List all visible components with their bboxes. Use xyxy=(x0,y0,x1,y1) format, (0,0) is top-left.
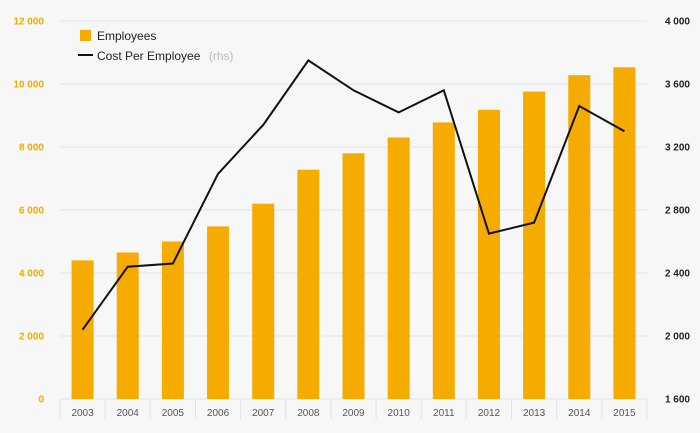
employees-bar xyxy=(387,137,410,400)
x-tick-label: 2008 xyxy=(297,408,320,419)
legend: Employees Cost Per Employee (rhs) xyxy=(78,29,234,64)
y-right-tick-label: 4 000 xyxy=(665,17,690,28)
employees-bar xyxy=(432,122,455,400)
y-left-tick-label: 4 000 xyxy=(19,269,44,280)
x-tick-label: 2011 xyxy=(433,408,455,419)
x-tick-label: 2006 xyxy=(207,408,230,419)
employees-bar xyxy=(116,252,139,399)
legend-cost-label-suffix: (rhs) xyxy=(209,49,234,63)
x-tick-label: 2014 xyxy=(568,408,591,419)
x-tick-label: 2005 xyxy=(162,408,185,419)
y-left-tick-label: 12 000 xyxy=(13,17,44,28)
x-tick-label: 2007 xyxy=(252,408,275,419)
axes: 0 2 000 4 000 6 000 8 000 10 000 12 000 1 600 2 … xyxy=(13,17,690,419)
legend-employees-swatch xyxy=(80,30,91,41)
y-left-tick-label: 0 xyxy=(38,395,44,406)
employees-bar xyxy=(568,75,591,400)
y-left-tick-label: 6 000 xyxy=(19,206,44,217)
legend-cost-label: Cost Per Employee (rhs) xyxy=(97,47,234,64)
legend-employees-label: Employees xyxy=(97,29,156,43)
x-tick-label: 2013 xyxy=(523,408,546,419)
y-right-tick-label: 1 600 xyxy=(665,395,690,406)
x-tick-label: 2009 xyxy=(342,408,365,419)
employees-bar xyxy=(342,153,365,399)
employees-bar xyxy=(477,109,500,399)
x-tick-label: 2003 xyxy=(71,408,94,419)
employees-bar xyxy=(161,241,184,399)
employees-bar xyxy=(613,67,636,400)
y-right-tick-label: 3 200 xyxy=(665,143,690,154)
employees-bar xyxy=(252,203,275,399)
legend-cost-label-main: Cost Per Employee xyxy=(97,49,201,63)
x-tick-label: 2012 xyxy=(478,408,501,419)
employees-bar xyxy=(297,169,320,399)
employees-bars xyxy=(71,67,636,400)
x-tick-label: 2010 xyxy=(388,408,411,419)
y-right-tick-label: 2 400 xyxy=(665,269,690,280)
y-right-tick-label: 2 000 xyxy=(665,332,690,343)
y-left-tick-label: 10 000 xyxy=(13,80,44,91)
y-left-tick-label: 8 000 xyxy=(19,143,44,154)
x-tick-label: 2015 xyxy=(613,408,636,419)
y-right-tick-label: 3 600 xyxy=(665,80,690,91)
y-left-tick-label: 2 000 xyxy=(19,332,44,343)
y-right-tick-label: 2 800 xyxy=(665,206,690,217)
employees-bar xyxy=(207,226,230,399)
cost-per-employee-line-layer xyxy=(81,59,625,331)
employees-bar xyxy=(523,91,546,399)
x-tick-label: 2004 xyxy=(117,408,140,419)
